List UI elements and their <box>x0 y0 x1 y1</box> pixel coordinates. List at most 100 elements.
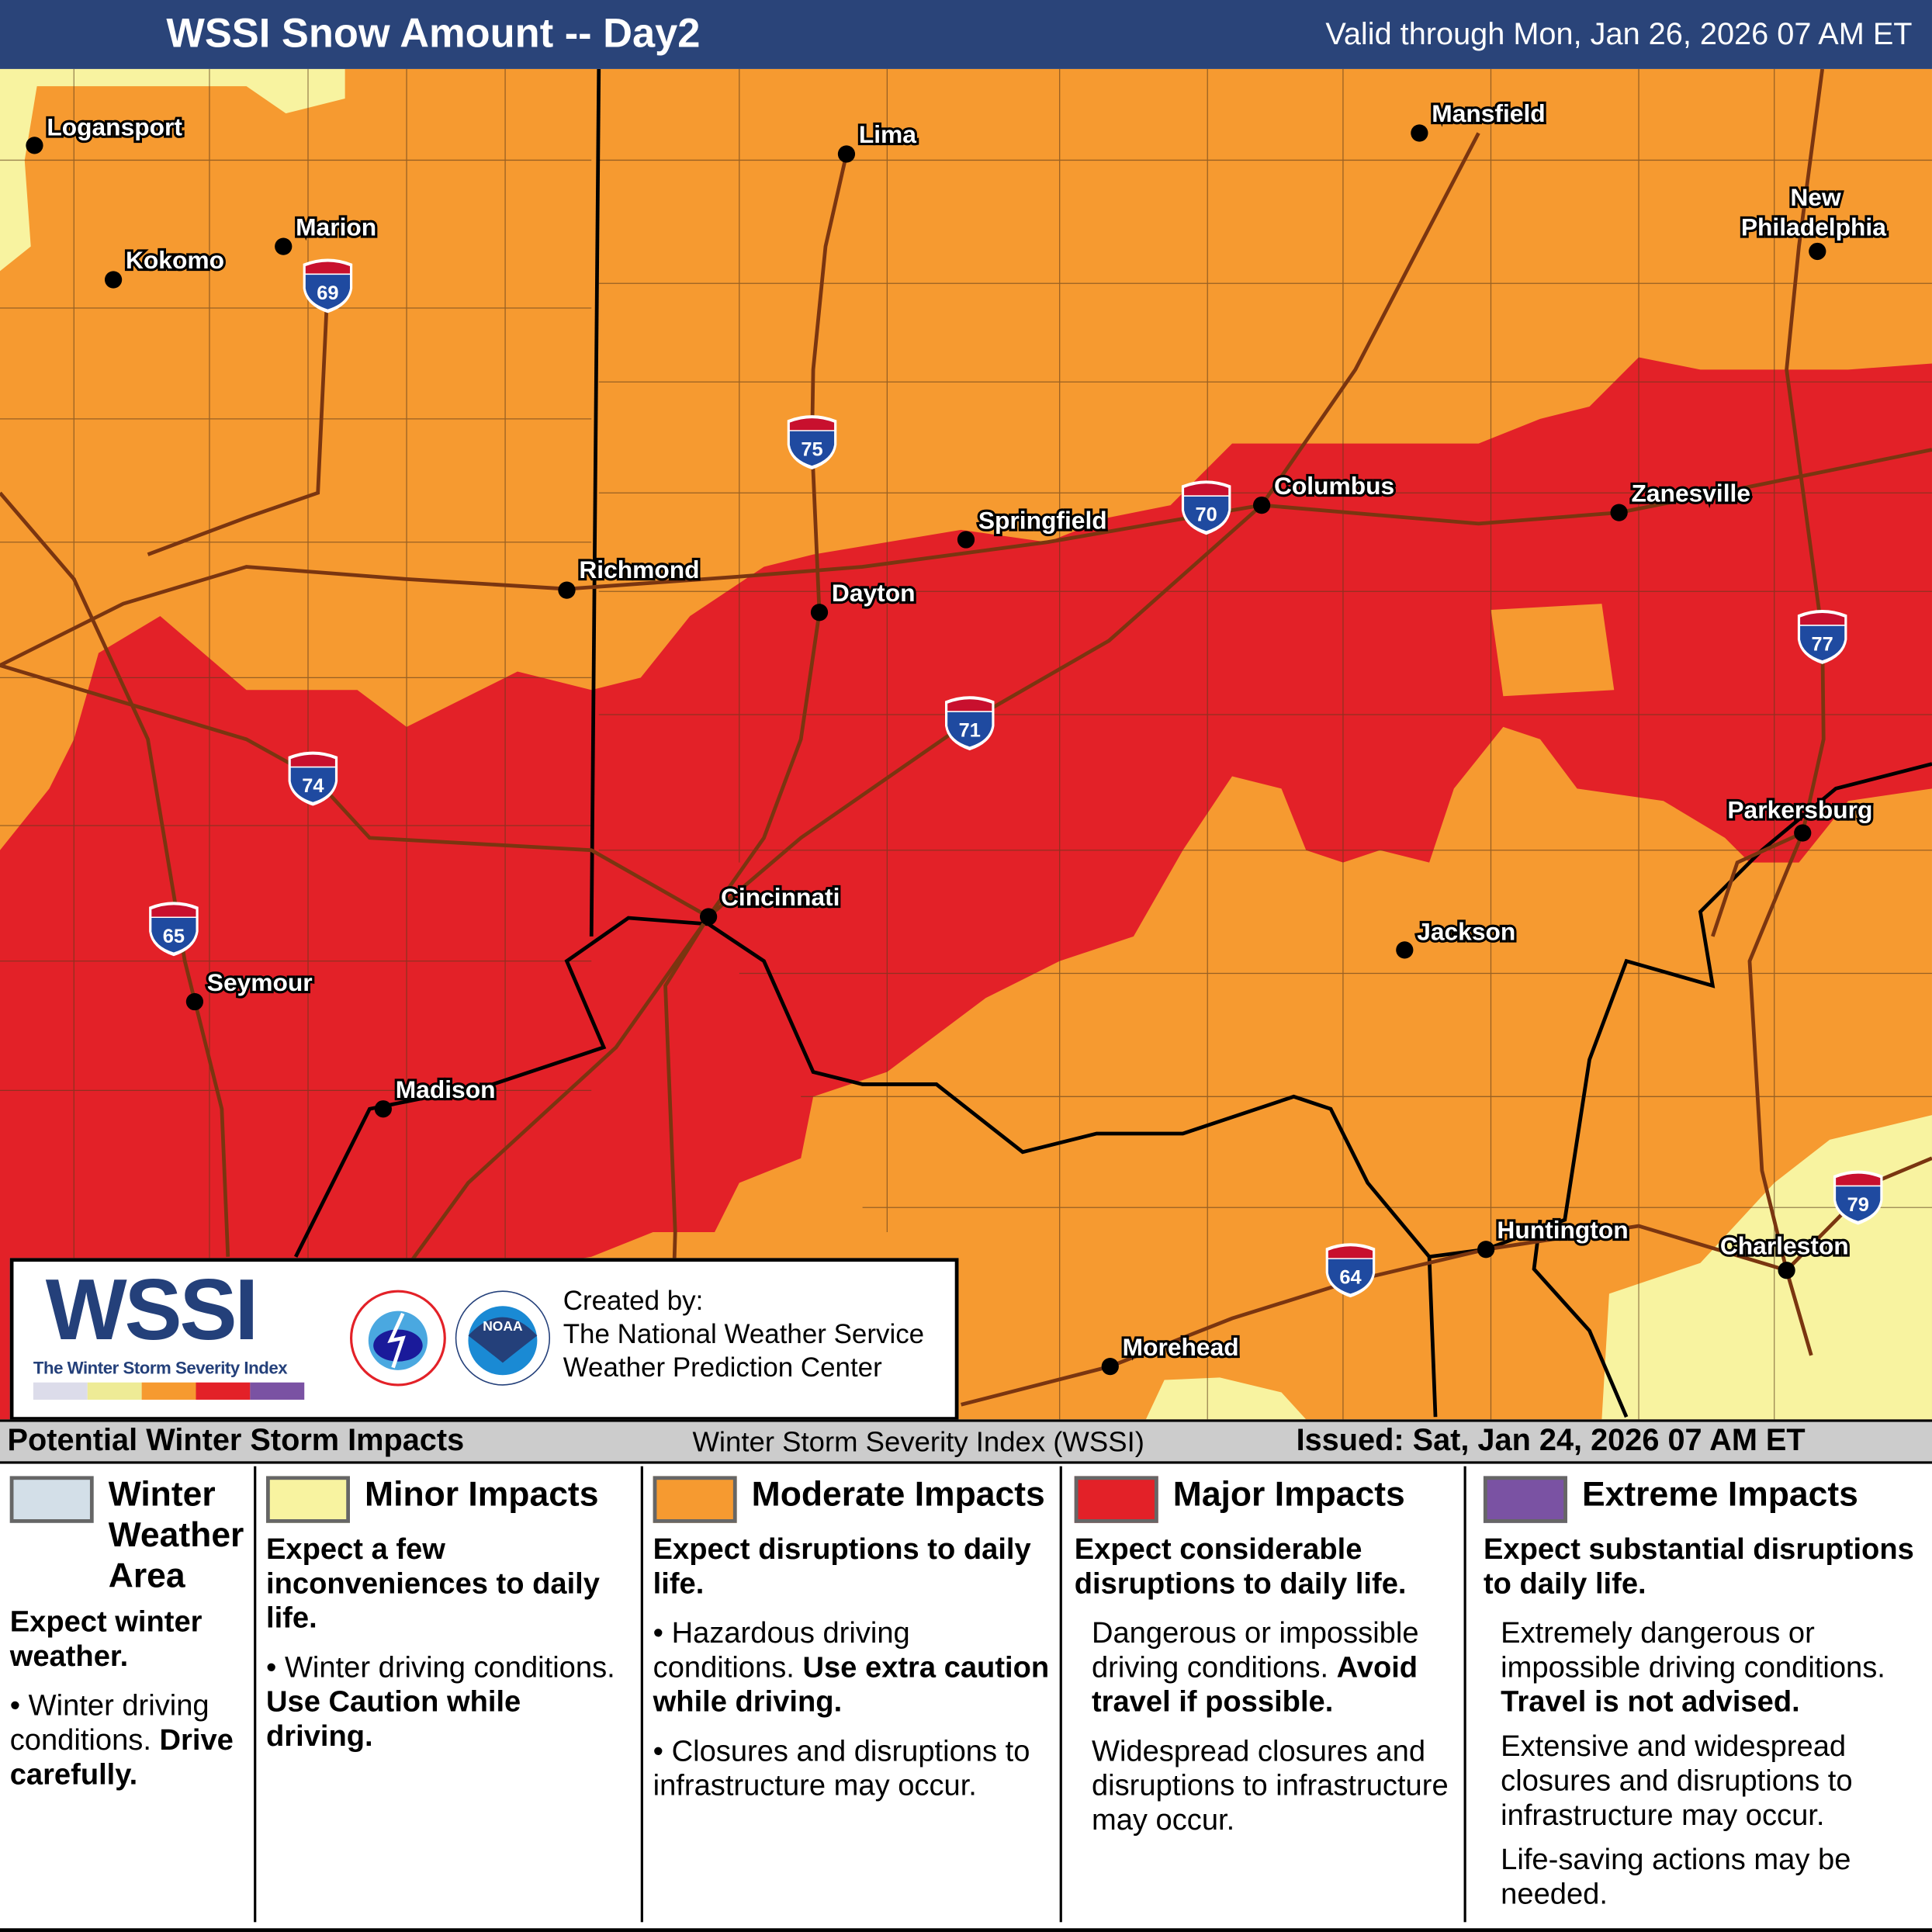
city-dayton: Dayton <box>810 576 918 621</box>
nws-seal-icon <box>349 1290 446 1387</box>
interstate-75-shield-icon: 75 <box>787 415 837 470</box>
interstate-74-shield-icon: 74 <box>288 751 338 806</box>
interstate-number: 64 <box>1339 1267 1361 1289</box>
city-dot-icon <box>185 992 204 1011</box>
divider <box>1463 1466 1466 1923</box>
city-logansport: Logansport <box>26 111 185 154</box>
city-zanesville: Zanesville <box>1610 476 1753 521</box>
city-label: Logansport <box>47 113 182 141</box>
city-label: Parkersburg <box>1727 795 1872 823</box>
divider <box>640 1466 643 1923</box>
city-dot-icon <box>26 137 43 154</box>
city-label: Madison <box>396 1075 496 1103</box>
interstate-number: 70 <box>1196 504 1217 526</box>
city-label: Richmond <box>579 556 699 583</box>
bullet-text: Winter driving conditions. <box>9 1689 209 1757</box>
impact-map: Logansport Kokomo Marion Lima Mansfield NewPh… <box>0 68 1932 1420</box>
swatch-moderate <box>141 1382 196 1400</box>
credit-nws: The National Weather Service <box>563 1318 925 1349</box>
interstate-number: 74 <box>302 775 324 797</box>
city-richmond: Richmond <box>558 553 702 599</box>
impact-text: Dangerous or impossible driving conditio… <box>1091 1616 1419 1684</box>
divider <box>1059 1466 1062 1923</box>
interstate-number: 69 <box>317 282 338 304</box>
state-borders <box>293 68 1932 1418</box>
impact-text: Widespread closures and disruptions to i… <box>1091 1734 1449 1837</box>
swatch-minor <box>87 1382 142 1400</box>
bullet-bold: Use Caution while driving. <box>266 1685 521 1754</box>
moderate-island <box>1491 604 1615 697</box>
swatch-extreme-impacts <box>1483 1476 1567 1523</box>
wssi-color-bar <box>33 1382 305 1400</box>
city-dot-icon <box>957 531 975 549</box>
city-dot-icon <box>1477 1241 1495 1259</box>
credits-text: Created by: The National Weather Service… <box>563 1284 924 1384</box>
category-title: Extreme Impacts <box>1581 1474 1858 1514</box>
city-dot-icon <box>1794 824 1812 842</box>
wssi-tagline: The Winter Storm Severity Index <box>33 1357 288 1378</box>
category-title: Minor Impacts <box>365 1474 599 1514</box>
city-dot-icon <box>1411 124 1428 142</box>
wssi-logo: WSSI <box>45 1262 259 1358</box>
bullet-text: Winter driving conditions. <box>284 1650 615 1684</box>
city-dot-icon <box>104 271 123 289</box>
legend-minor: Minor Impacts Expect a few inconvenience… <box>256 1464 640 1923</box>
city-seymour: Seymour <box>185 966 315 1011</box>
category-title: Moderate Impacts <box>751 1474 1045 1514</box>
interstate-64-shield-icon: 64 <box>1325 1243 1376 1298</box>
city-dot-icon <box>558 581 576 599</box>
created-by-label: Created by: <box>563 1285 704 1316</box>
city-charleston: Charleston <box>1718 1229 1851 1279</box>
bullet-bold: Drive carefully. <box>9 1723 234 1792</box>
credit-wpc: Weather Prediction Center <box>563 1352 882 1383</box>
city-label: Morehead <box>1123 1333 1239 1361</box>
city-label: Springfield <box>978 506 1107 534</box>
legend-winter-weather: Winter Weather Area Expect winter weathe… <box>0 1464 254 1923</box>
category-headline: Expect considerable disruptions to daily… <box>1074 1532 1407 1601</box>
interstate-number: 79 <box>1847 1194 1869 1216</box>
city-dot-icon <box>374 1100 392 1118</box>
city-dot-icon <box>699 908 718 926</box>
county-borders <box>0 68 1932 1420</box>
city-morehead: Morehead <box>1101 1331 1241 1376</box>
swatch-extreme <box>250 1382 305 1400</box>
city-label: Mansfield <box>1432 99 1545 127</box>
interstate-number: 75 <box>801 439 822 461</box>
city-mansfield: Mansfield <box>1411 97 1548 142</box>
map-title: WSSI Snow Amount -- Day2 <box>166 9 701 56</box>
interstate-65-shield-icon: 65 <box>149 902 199 957</box>
city-jackson: Jackson <box>1396 915 1518 959</box>
city-springfield: Springfield <box>957 504 1110 549</box>
interstate-number: 77 <box>1812 633 1833 655</box>
interstate-number: 65 <box>163 926 185 947</box>
minor-area-south <box>1145 1377 1307 1420</box>
city-label: Huntington <box>1497 1216 1628 1244</box>
swatch-winter <box>33 1382 88 1400</box>
category-headline: Expect winter weather. <box>9 1605 203 1674</box>
city-label: Dayton <box>832 579 916 607</box>
interstate-69-shield-icon: 69 <box>303 258 353 313</box>
index-name: Winter Storm Severity Index (WSSI) <box>692 1425 1144 1458</box>
swatch-minor-impacts <box>266 1476 350 1523</box>
impact-text: Life-saving actions may be needed. <box>1501 1843 1851 1911</box>
city-label: Lima <box>859 120 916 148</box>
city-label: Zanesville <box>1632 479 1751 507</box>
swatch-major <box>196 1382 251 1400</box>
impact-text: Extensive and widespread closures and di… <box>1501 1729 1853 1833</box>
interstate-70-shield-icon: 70 <box>1181 480 1231 535</box>
city-cincinnati: Cincinnati <box>699 881 843 926</box>
city-huntington: Huntington <box>1477 1214 1631 1259</box>
cities: Logansport Kokomo Marion Lima Mansfield NewPh… <box>26 97 1889 1376</box>
category-title: Winter Weather Area <box>108 1474 244 1594</box>
city-dot-icon <box>1252 496 1271 514</box>
swatch-winter-weather <box>9 1476 94 1523</box>
city-label: Seymour <box>207 968 313 996</box>
city-label: Cincinnati <box>721 883 840 911</box>
city-dot-icon <box>1809 242 1826 261</box>
issued-time: Issued: Sat, Jan 24, 2026 07 AM ET <box>1296 1423 1806 1458</box>
swatch-major-impacts <box>1074 1476 1158 1523</box>
legend-major: Major Impacts Expect considerable disrup… <box>1062 1464 1464 1923</box>
city-parkersburg: Parkersburg <box>1725 793 1875 842</box>
